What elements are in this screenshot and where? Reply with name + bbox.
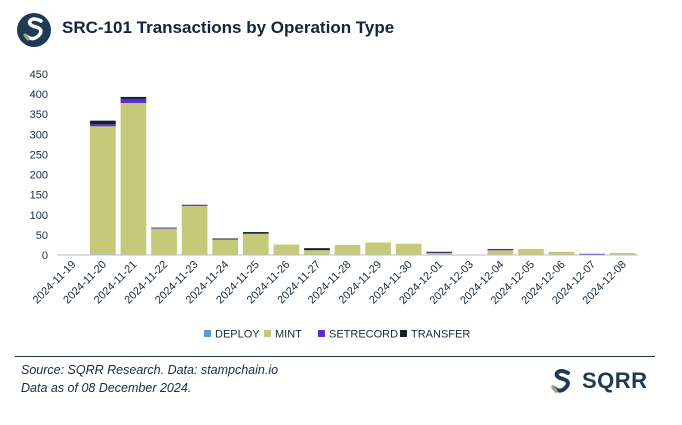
bar-setrecord <box>487 249 514 251</box>
stacked-bar-chart: 0 50 100 150 200 250 300 350 400 450 2024-11-1920… <box>30 69 638 341</box>
legend-swatch-setrecord <box>318 330 325 337</box>
bar-setrecord <box>212 238 239 240</box>
bar-transfer <box>426 251 453 253</box>
y-tick-label: 350 <box>30 109 48 121</box>
bar-setrecord <box>579 253 605 255</box>
source-note: Source: SQRR Research. Data: stampchain.… <box>21 363 279 377</box>
y-tick-label: 400 <box>30 89 48 101</box>
brand-name: SQRR <box>582 368 648 393</box>
bar-transfer <box>151 227 177 229</box>
legend-swatch-mint <box>264 330 271 337</box>
y-tick-label: 200 <box>30 170 48 182</box>
bar-mint <box>304 250 330 255</box>
bar-mint <box>242 234 269 255</box>
bar-setrecord <box>181 204 208 206</box>
y-tick-label: 150 <box>30 190 48 202</box>
legend-label-transfer: TRANSFER <box>411 329 470 341</box>
x-axis: 2024-11-192024-11-202024-11-212024-11-22… <box>31 259 629 307</box>
bar-setrecord <box>426 252 453 254</box>
bar-setrecord <box>151 228 177 229</box>
bar-mint <box>487 250 514 255</box>
y-tick-label: 450 <box>30 69 48 81</box>
bar-setrecord <box>90 124 116 127</box>
bar-mint <box>90 126 116 255</box>
bar-mint <box>395 243 422 255</box>
legend-label-setrecord: SETRECORD <box>329 329 398 341</box>
bar-transfer <box>120 96 147 99</box>
y-axis: 0 50 100 150 200 250 300 350 400 450 <box>30 69 48 262</box>
y-tick-label: 50 <box>36 230 48 242</box>
bar-mint <box>518 248 544 255</box>
bar-setrecord <box>120 98 147 103</box>
bar-mint <box>120 102 147 256</box>
legend-swatch-deploy <box>204 330 211 337</box>
bar-mint <box>273 244 300 255</box>
bar-transfer <box>242 232 269 234</box>
chart-legend: DEPLOY MINT SETRECORD TRANSFER <box>204 329 470 341</box>
y-tick-label: 300 <box>30 129 48 141</box>
sqrr-brand: SQRR <box>546 366 656 398</box>
bar-transfer <box>90 120 116 125</box>
sqrr-logo-icon <box>17 13 51 47</box>
bar-mint <box>426 252 453 255</box>
bar-series <box>90 96 636 256</box>
bar-mint <box>212 239 239 255</box>
bar-mint <box>609 252 636 255</box>
bar-setrecord <box>242 233 269 235</box>
legend-label-mint: MINT <box>275 329 302 341</box>
bar-mint <box>548 251 575 255</box>
bar-transfer <box>304 248 330 251</box>
y-tick-label: 100 <box>30 210 48 222</box>
bar-transfer <box>487 248 514 250</box>
y-tick-label: 0 <box>42 250 48 262</box>
legend-label-deploy: DEPLOY <box>215 329 260 341</box>
footer-divider <box>15 356 655 357</box>
sqrr-brand-icon <box>551 369 570 393</box>
bar-mint <box>334 244 361 255</box>
data-date-note: Data as of 08 December 2024. <box>21 381 192 395</box>
y-tick-label: 250 <box>30 149 48 161</box>
bar-mint <box>151 228 177 255</box>
bar-mint <box>365 242 391 255</box>
legend-swatch-transfer <box>400 330 407 337</box>
chart-title: SRC-101 Transactions by Operation Type <box>62 18 395 37</box>
bar-transfer <box>212 238 239 240</box>
bar-mint <box>181 205 208 255</box>
